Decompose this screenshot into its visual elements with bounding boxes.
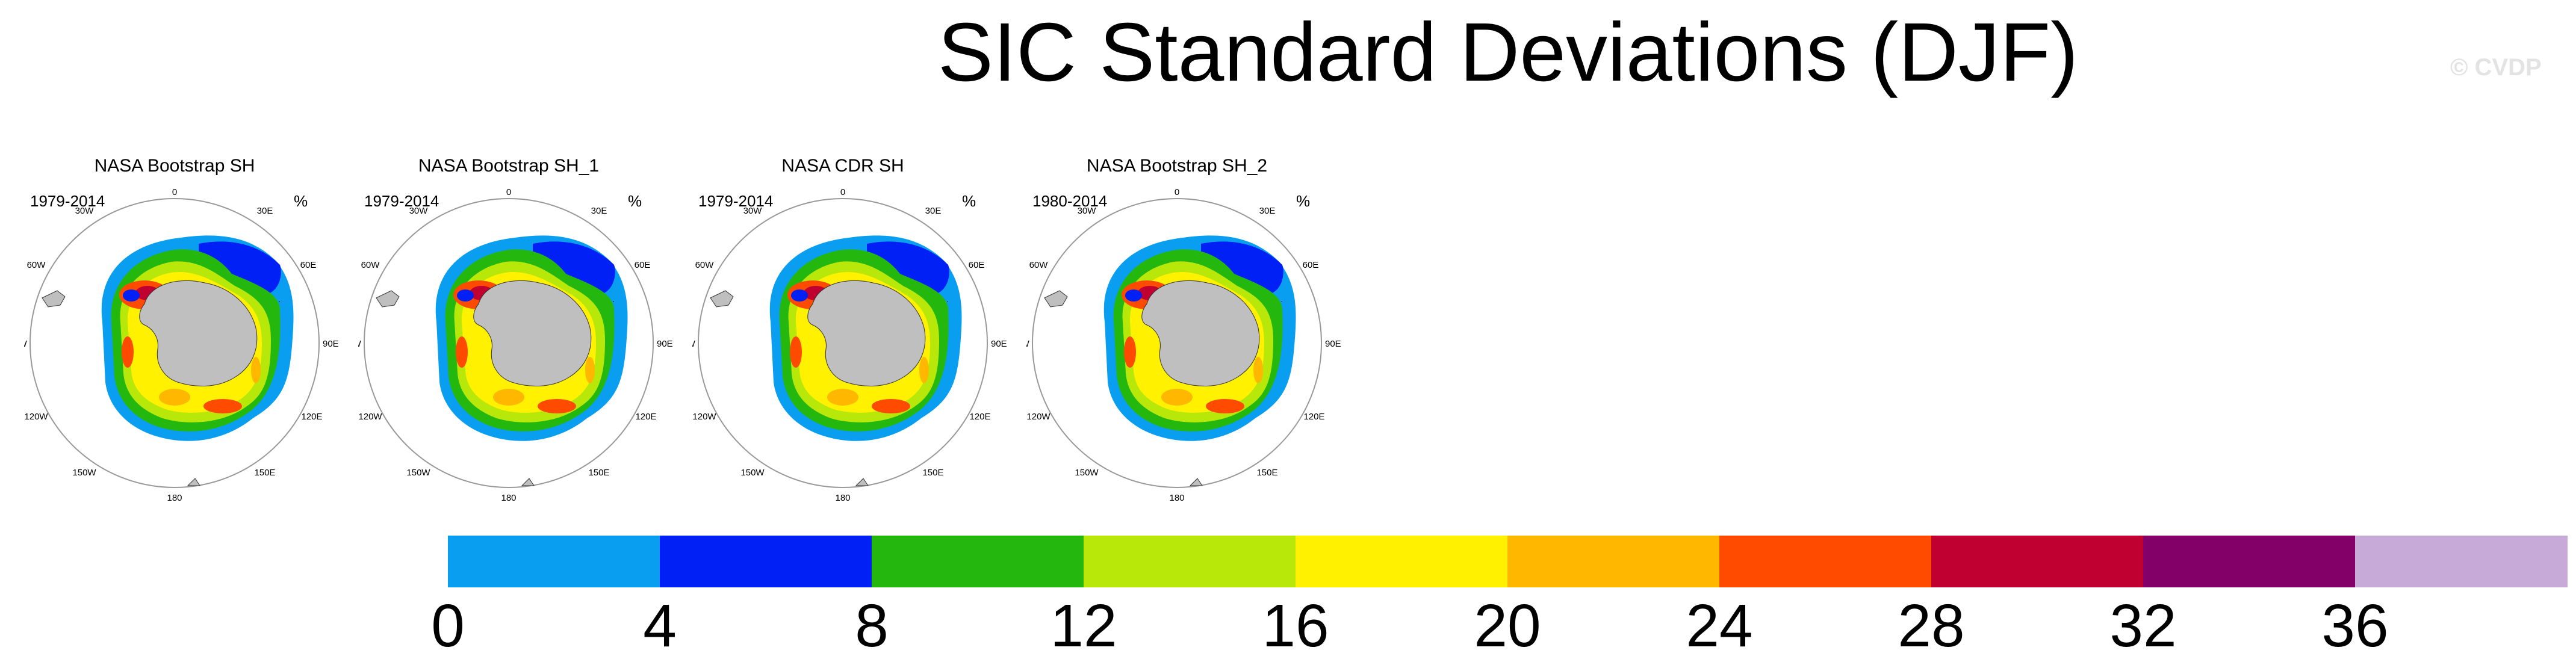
map-panel: NASA Bootstrap SH_1 1979-2014% 0 180 90W 90E 3… [358,153,695,502]
longitude-label: 0 [1175,187,1179,197]
main-title: SIC Standard Deviations (DJF) [937,6,2079,99]
longitude-label: 30W [409,206,429,216]
colorbar-segment [1296,536,1508,587]
polar-map: NASA Bootstrap SH_1 1979-2014% 0 180 90W 90E 3… [358,156,673,502]
longitude-label: 60W [27,260,46,270]
colorbar-segment [872,536,1084,587]
panel-years: 1979-2014 [698,192,773,210]
longitude-label: 90W [24,339,28,349]
antarctica-landmass [1141,280,1260,387]
watermark: © CVDP [2450,54,2542,81]
colorbar-tick-label: 4 [643,592,677,660]
longitude-label: 150E [1256,468,1277,478]
longitude-label: 0 [172,187,177,197]
longitude-label: 60E [969,260,985,270]
colorbar-tick-label: 12 [1050,592,1117,660]
colorbar-segment [1719,536,1932,587]
longitude-label: 150E [254,468,275,478]
colorbar-segment [1507,536,1720,587]
svg-text:·: · [278,296,281,306]
longitude-label: 120W [358,412,382,422]
longitude-label: 30W [743,206,763,216]
svg-text:·: · [946,296,949,306]
longitude-label: 150W [406,468,430,478]
longitude-label: 60W [1029,260,1049,270]
longitude-label: 30E [925,206,942,216]
longitude-label: 60E [300,260,317,270]
colorbar-segment [448,536,660,587]
svg-text:·: · [612,296,615,306]
colorbar-tick-label: 8 [855,592,889,660]
longitude-label: 150W [72,468,96,478]
colorbar-segment [2355,536,2568,587]
longitude-label: 120W [692,412,716,422]
longitude-label: 30E [257,206,273,216]
antarctica-landmass [473,280,592,387]
polar-map: NASA Bootstrap SH 1979-2014% 0 180 90W 90E 30W… [24,156,339,502]
panel-unit: % [628,192,642,210]
panel-years: 1979-2014 [364,192,439,210]
longitude-label: 90E [323,339,339,349]
colorbar-segment [2143,536,2356,587]
map-panel: NASA Bootstrap SH 1979-2014% 0 180 90W 90E 30W… [24,153,361,502]
longitude-label: 90E [657,339,673,349]
longitude-label: 60E [1303,260,1319,270]
colorbar-tick-label: 0 [431,592,465,660]
polar-map: NASA CDR SH 1979-2014% 0 180 90W 90E 30W 30E 60W… [692,156,1007,502]
longitude-label: 0 [840,187,845,197]
longitude-label: 90W [692,339,696,349]
longitude-label: 120E [969,412,990,422]
longitude-label: 150W [740,468,765,478]
longitude-label: 180 [501,493,516,502]
longitude-label: 180 [167,493,182,502]
longitude-label: 90W [1026,339,1030,349]
panel-title: NASA Bootstrap SH_1 [418,156,599,176]
colorbar-tick-label: 32 [2109,592,2177,660]
panel-years: 1979-2014 [30,192,105,210]
colorbar-tick-label: 24 [1686,592,1753,660]
polar-map: NASA Bootstrap SH_2 1980-2014% 0 180 90W 90E 3… [1026,156,1341,502]
colorbar-tick-label: 36 [2321,592,2389,660]
longitude-label: 60W [361,260,380,270]
colorbar-segment [660,536,872,587]
panel-years: 1980-2014 [1032,192,1107,210]
panel-title: NASA Bootstrap SH_2 [1087,156,1267,176]
longitude-label: 150E [588,468,609,478]
svg-text:·: · [1280,296,1283,306]
panel-unit: % [294,192,308,210]
longitude-label: 60W [695,260,715,270]
longitude-label: 120E [635,412,656,422]
colorbar [448,536,2568,590]
longitude-label: 120E [301,412,322,422]
panel-unit: % [1296,192,1310,210]
map-panel: NASA Bootstrap SH_2 1980-2014% 0 180 90W 90E 3… [1026,153,1364,502]
panel-title: NASA CDR SH [781,156,904,176]
longitude-label: 90W [358,339,362,349]
colorbar-segment [1084,536,1296,587]
longitude-label: 180 [1169,493,1184,502]
antarctica-landmass [139,280,258,387]
colorbar-segment [1931,536,2144,587]
antarctica-landmass [807,280,926,387]
longitude-label: 30E [591,206,607,216]
longitude-label: 30W [75,206,95,216]
longitude-label: 150E [922,468,943,478]
longitude-label: 30W [1078,206,1097,216]
longitude-label: 90E [1325,339,1341,349]
panel-unit: % [962,192,976,210]
longitude-label: 90E [991,339,1007,349]
longitude-label: 120W [1026,412,1051,422]
panel-title: NASA Bootstrap SH [95,156,255,176]
longitude-label: 30E [1259,206,1276,216]
longitude-label: 120W [24,412,48,422]
colorbar-tick-label: 20 [1474,592,1541,660]
longitude-label: 150W [1075,468,1099,478]
longitude-label: 180 [835,493,850,502]
colorbar-tick-label: 28 [1898,592,1965,660]
longitude-label: 0 [506,187,511,197]
longitude-label: 60E [635,260,651,270]
map-panel: NASA CDR SH 1979-2014% 0 180 90W 90E 30W 30E 60W… [692,153,1029,502]
colorbar-tick-label: 16 [1262,592,1329,660]
longitude-label: 120E [1303,412,1324,422]
